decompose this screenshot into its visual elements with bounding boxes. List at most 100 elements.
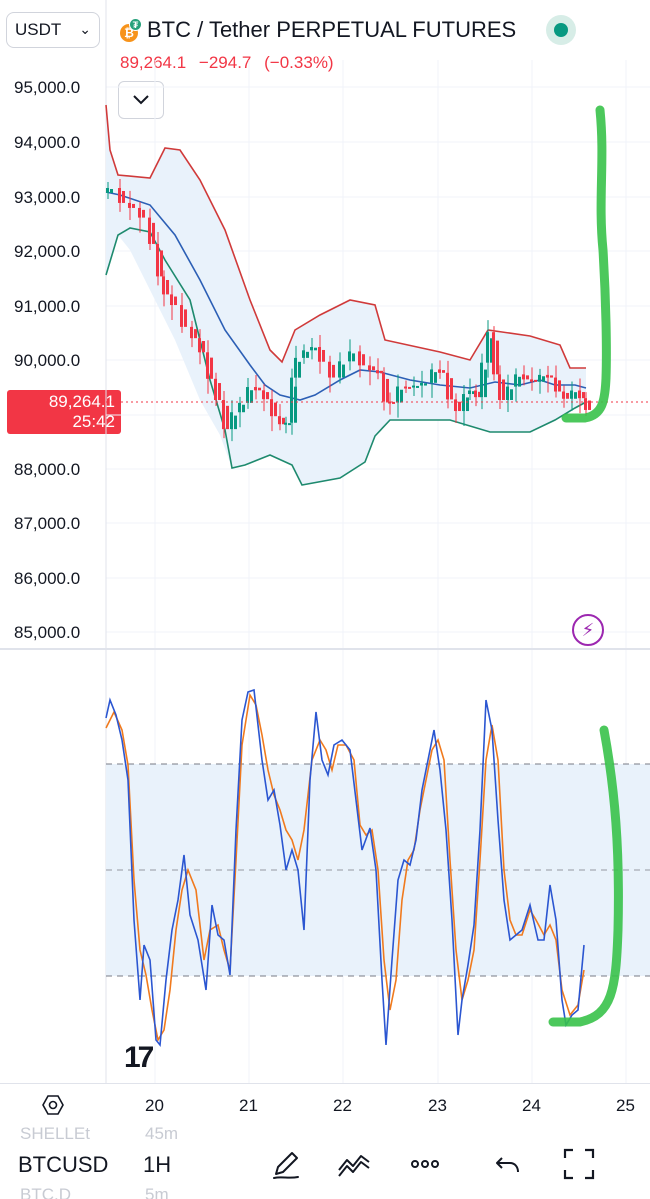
y-axis-label: 87,000.0 [14,514,81,533]
time-axis-border [0,1083,650,1084]
candle-body [468,390,471,395]
candle-body [496,340,499,375]
candle-body [222,399,225,430]
candle-body [584,398,587,410]
symbol-title[interactable]: BTC / Tether PERPETUAL FUTURES [147,17,517,42]
time-axis-label: 24 [522,1096,541,1115]
currency-select[interactable]: USDT ⌄ [6,12,100,48]
candle-body [214,378,217,400]
candle-body [396,386,399,403]
annotation-arrow-bottom [548,725,623,1027]
candle-body [400,389,403,403]
candle-body [380,370,383,374]
candle-body [132,203,135,208]
candle-body [454,399,457,412]
candle-body [438,369,441,373]
candle-body [362,354,365,366]
candle-body [546,374,549,378]
pencil-icon[interactable] [268,1146,304,1182]
candle-body [170,294,173,306]
candle-body [386,378,389,402]
candle-body [210,357,213,379]
candle-body [166,279,169,295]
live-dot-icon [554,23,568,37]
candle-body [162,276,165,295]
candle-body [184,309,187,327]
candle-body [314,347,317,351]
fullscreen-icon[interactable] [561,1146,597,1182]
y-axis-label: 85,000.0 [14,623,81,642]
candle-body [514,374,517,387]
candle-body [218,383,221,400]
chevron-down-icon: ⌄ [79,21,91,37]
symbol-button[interactable]: BTCUSD [18,1152,109,1177]
bitcoin-tether-logo: ₿ ₮ [120,18,142,42]
candle-body [148,217,151,244]
candle-body [250,390,253,403]
stoch-k-line [105,688,585,1048]
candle-body [338,361,341,378]
candle-body [538,374,541,382]
candle-body [160,250,163,277]
candle-body [446,372,449,400]
undo-icon[interactable] [490,1146,526,1182]
candle-body [156,243,159,277]
indicators-icon[interactable] [336,1146,372,1182]
candle-body [270,399,273,417]
candle-body [142,209,145,218]
candle-body [388,401,391,404]
candle-body [368,365,371,371]
candle-body [588,400,591,410]
price-change-line: 89,264.1 −294.7 (−0.33%) [120,53,342,73]
candle-body [472,391,475,395]
candle-body [434,372,437,383]
candle-body [282,417,285,425]
candle-body [202,341,205,353]
currency-label: USDT [15,20,62,39]
candle-body [122,190,125,203]
market-status-indicator[interactable] [546,15,576,45]
candle-body [274,402,277,417]
price-change: −294.7 [198,53,252,72]
candle-body [522,374,525,380]
candle-body [310,347,313,351]
candle-body [484,369,487,398]
more-icon[interactable] [407,1146,443,1182]
time-axis-label: 23 [428,1096,447,1115]
candle-body [420,382,423,386]
candle-body [574,392,577,399]
y-axis-label: 88,000.0 [14,460,81,479]
candle-body [566,392,569,399]
lightning-icon[interactable]: ⚡ [572,614,604,646]
settings-hexagon-icon[interactable] [42,1094,64,1116]
y-axis-label: 93,000.0 [14,188,81,207]
candle-body [328,361,331,378]
bollinger-upper-line [105,104,586,369]
candle-body [480,362,483,398]
candle-body [290,377,293,423]
candle-body [578,390,581,399]
candle-body [180,305,183,327]
candle-body [318,347,321,362]
candle-body [152,222,155,244]
y-axis-label: 91,000.0 [14,297,81,316]
candle-body [424,383,427,386]
candle-body [430,369,433,383]
interval-button[interactable]: 1H [143,1152,172,1177]
annotation-arrow-top [561,105,611,423]
ghost-interval-below: 5m [145,1185,169,1199]
candle-body [412,385,415,388]
candle-body [242,404,245,413]
candle-body [462,394,465,412]
candle-body [478,391,481,398]
candle-body [530,379,533,382]
candle-body [526,375,529,380]
candle-body [474,390,477,398]
candle-body [442,370,445,373]
candle-body [106,188,109,193]
candle-body [510,389,513,400]
candle-body [458,401,461,412]
candle-body [372,366,375,371]
candle-body [278,416,281,425]
